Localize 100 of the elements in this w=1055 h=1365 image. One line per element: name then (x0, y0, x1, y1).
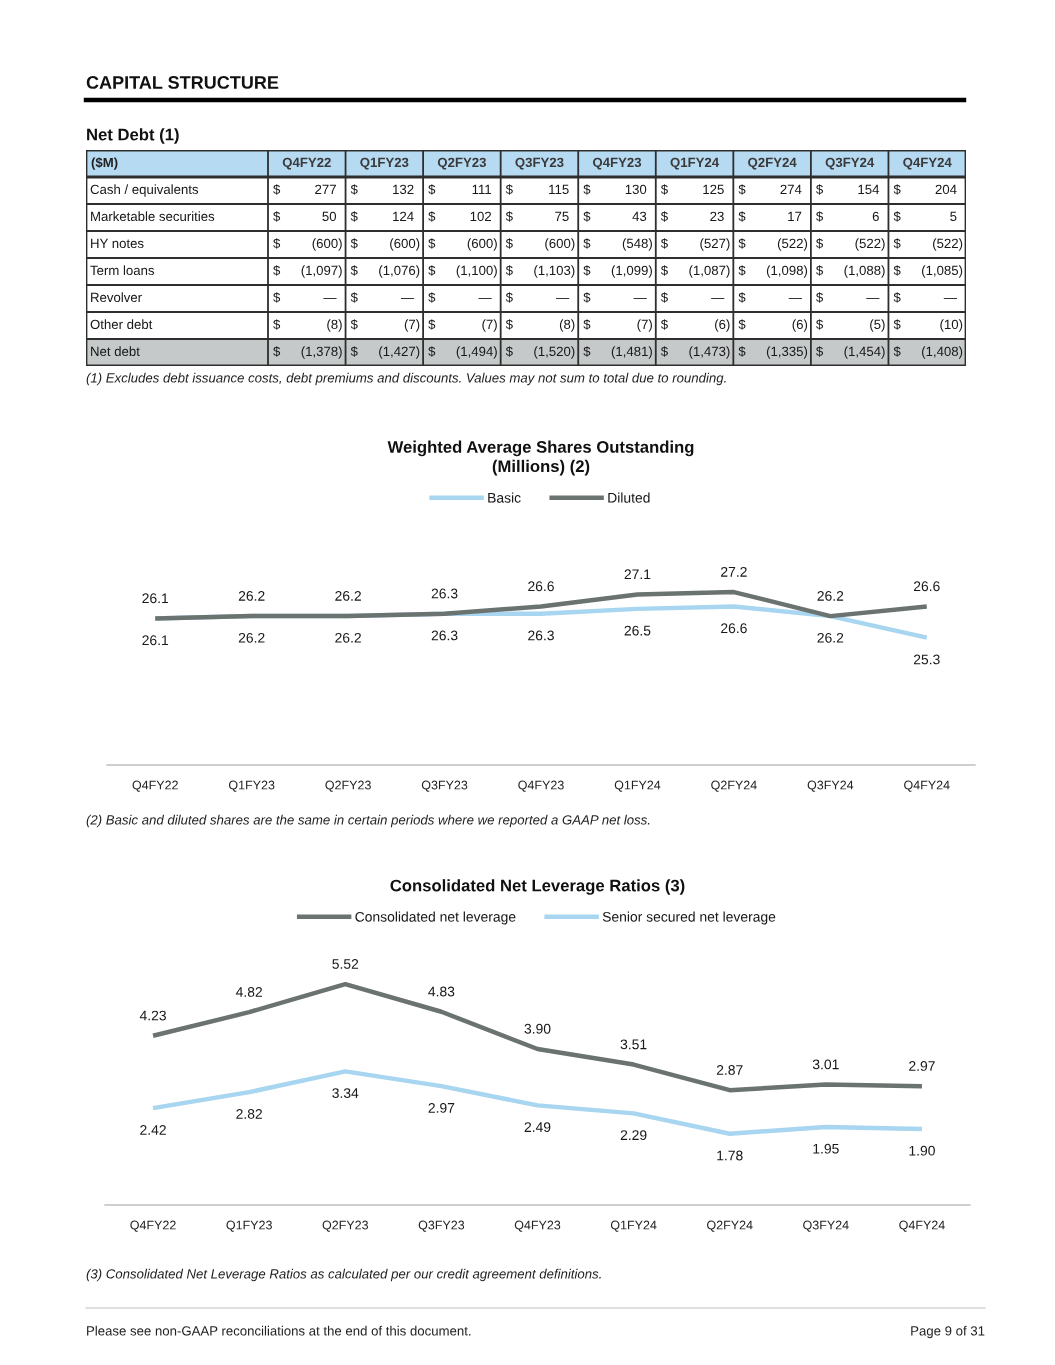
text: $ (816, 184, 824, 195)
data-label: 2.87 (716, 1065, 743, 1075)
data-label: 1.90 (909, 1145, 935, 1156)
data-label: — (788, 298, 802, 300)
data-label: (7) (637, 319, 652, 332)
text: $ (273, 184, 281, 195)
data-label: 23 (710, 211, 724, 222)
text: $ (583, 346, 591, 357)
category-label: Q3FY23 (515, 157, 564, 170)
data-label: 26.3 (528, 630, 554, 641)
data-label: — (323, 298, 337, 300)
data-label: 2.42 (140, 1124, 166, 1135)
text: $ (505, 211, 513, 222)
x-tick-label: Q1FY23 (226, 1220, 272, 1232)
text: Cash / equivalents (90, 184, 199, 197)
text: $ (660, 346, 668, 357)
text: $ (816, 211, 824, 222)
data-label: 75 (555, 211, 569, 222)
text: $ (660, 319, 668, 330)
text: Term loans (90, 265, 155, 276)
data-label: — (943, 298, 957, 300)
data-label: 115 (549, 184, 569, 195)
data-label: 26.2 (817, 590, 844, 601)
data-label: 26.6 (528, 581, 554, 592)
text: $ (816, 265, 824, 276)
text: $ (738, 292, 746, 303)
text: $ (738, 211, 746, 222)
text: $ (738, 238, 746, 249)
category-label: Q2FY23 (437, 157, 486, 170)
text: $ (660, 238, 668, 249)
text: $ (660, 184, 668, 195)
text: (2) Basic and diluted shares are the same in certain periods where we reported a GAAP net loss. (86, 814, 650, 828)
data-label: — (633, 298, 647, 300)
x-tick-label: Q3FY23 (418, 1220, 465, 1232)
data-label: 2.29 (620, 1130, 647, 1141)
text: $ (505, 238, 513, 249)
text: (3) Consolidated Net Leverage Ratios as calculated per our credit agreement definitions. (86, 1268, 601, 1282)
data-label: 274 (780, 184, 802, 194)
data-label: (1,473) (689, 346, 730, 359)
data-label: 26.2 (335, 590, 361, 601)
category-label: Q2FY24 (748, 157, 797, 170)
data-label: 25.3 (913, 654, 940, 665)
text: $ (428, 238, 436, 249)
x-tick-label: Q4FY23 (514, 1220, 561, 1232)
text: $ (738, 319, 746, 330)
data-label: 26.6 (913, 581, 940, 592)
text: $ (273, 238, 281, 249)
text: $ (350, 292, 358, 303)
series-label: Net debt (91, 346, 140, 357)
text: $ (273, 319, 281, 330)
text: $ (505, 292, 513, 303)
data-label: (1,494) (456, 346, 497, 359)
data-label: 26.2 (238, 632, 265, 643)
data-label: (1,520) (534, 346, 575, 359)
data-label: 2.97 (909, 1061, 935, 1071)
x-tick-label: Q2FY24 (711, 780, 757, 792)
data-label: (10) (940, 319, 963, 332)
data-label: 26.3 (431, 630, 458, 641)
text: $ (428, 319, 436, 330)
data-label: 26.2 (238, 590, 265, 601)
text: $ (893, 292, 901, 303)
text: HY notes (91, 238, 144, 249)
data-label: 50 (322, 211, 337, 222)
text: $ (583, 319, 591, 330)
x-tick-label: Q4FY23 (518, 780, 564, 792)
data-label: 1.95 (813, 1143, 839, 1154)
x-tick-label: Q4FY22 (130, 1220, 176, 1232)
data-label: 154 (858, 184, 880, 195)
text: $ (428, 265, 436, 276)
text: $ (893, 319, 901, 330)
data-label: 1.78 (717, 1150, 743, 1161)
data-label: 26.1 (142, 635, 169, 646)
data-label: 26.6 (721, 623, 747, 634)
category-label: Q4FY24 (903, 157, 952, 170)
data-label: (1,335) (766, 346, 808, 359)
category-label: Q1FY24 (670, 157, 720, 170)
data-label: (1,378) (301, 346, 342, 359)
data-label: 26.3 (431, 588, 458, 599)
text: $ (273, 346, 281, 357)
text: Net Debt (1) (87, 128, 179, 144)
data-label: (8) (327, 319, 342, 332)
data-label: 3.01 (812, 1059, 839, 1070)
data-label: (1,103) (534, 265, 575, 278)
data-label: 27.1 (624, 569, 651, 580)
data-label: (1,098) (766, 265, 808, 278)
chart-title: Weighted Average Shares Outstanding (Millions) (2) (387, 440, 694, 476)
data-label: (6) (715, 319, 730, 332)
text: $ (660, 292, 668, 303)
data-label: — (556, 298, 570, 300)
data-label: 26.2 (335, 632, 361, 643)
legend-label: Consolidated net leverage (355, 911, 516, 925)
chart-title: Consolidated Net Leverage Ratios (3) (390, 879, 685, 895)
data-label: 125 (703, 184, 724, 195)
text: $ (350, 211, 358, 222)
text: $ (738, 184, 746, 195)
category-label: Q4FY22 (282, 157, 331, 170)
x-tick-label: Q4FY22 (132, 780, 178, 792)
data-label: 5 (950, 211, 957, 222)
data-label: — (478, 298, 492, 300)
data-label: — (400, 298, 415, 300)
